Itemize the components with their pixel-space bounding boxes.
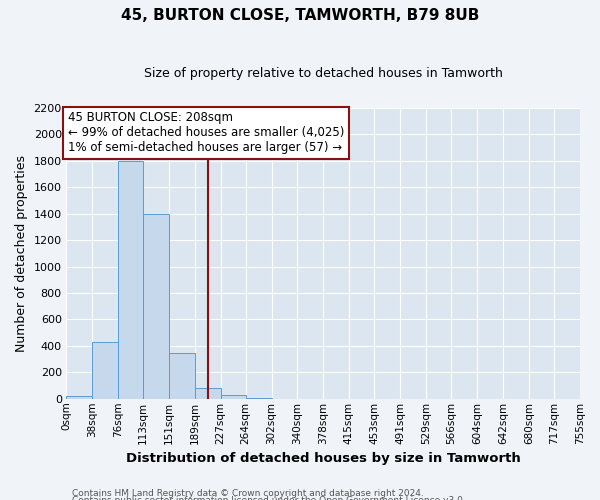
Bar: [246, 398, 272, 399]
Title: Size of property relative to detached houses in Tamworth: Size of property relative to detached ho…: [143, 68, 502, 80]
X-axis label: Distribution of detached houses by size in Tamworth: Distribution of detached houses by size …: [125, 452, 520, 465]
Bar: [169, 352, 194, 399]
Bar: [143, 214, 169, 399]
Text: Contains public sector information licensed under the Open Government Licence v3: Contains public sector information licen…: [72, 496, 466, 500]
Text: 45 BURTON CLOSE: 208sqm
← 99% of detached houses are smaller (4,025)
1% of semi-: 45 BURTON CLOSE: 208sqm ← 99% of detache…: [68, 112, 344, 154]
Y-axis label: Number of detached properties: Number of detached properties: [15, 155, 28, 352]
Bar: [92, 342, 118, 399]
Bar: [194, 388, 221, 399]
Text: 45, BURTON CLOSE, TAMWORTH, B79 8UB: 45, BURTON CLOSE, TAMWORTH, B79 8UB: [121, 8, 479, 22]
Bar: [66, 396, 92, 399]
Text: Contains HM Land Registry data © Crown copyright and database right 2024.: Contains HM Land Registry data © Crown c…: [72, 488, 424, 498]
Bar: [221, 395, 246, 399]
Bar: [118, 161, 143, 399]
